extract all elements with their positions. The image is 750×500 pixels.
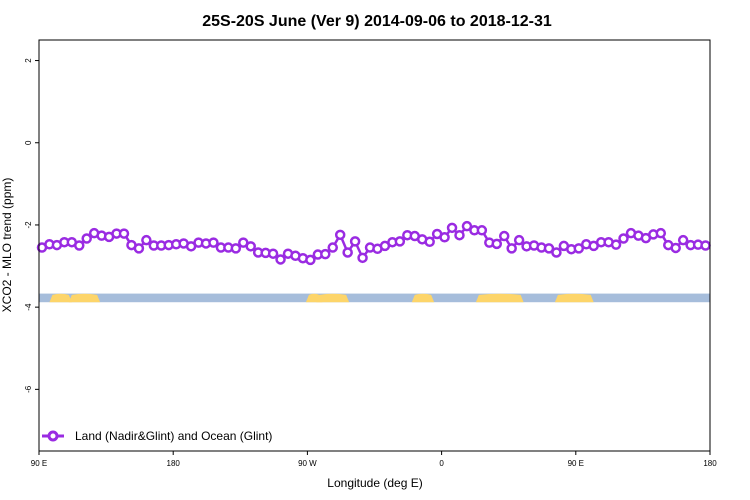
land-segment <box>49 293 72 303</box>
y-tick-label: -2 <box>24 221 33 229</box>
data-point <box>267 248 279 259</box>
plot-area <box>38 39 711 452</box>
y-tick-label: -4 <box>24 303 33 311</box>
data-point <box>670 242 681 254</box>
land-segment <box>68 293 101 303</box>
legend-marker <box>47 430 59 442</box>
x-tick-label: 0 <box>439 459 444 468</box>
data-point <box>334 229 346 241</box>
data-point <box>573 243 585 254</box>
data-point <box>498 230 510 242</box>
data-point <box>81 233 92 244</box>
data-point <box>610 239 622 250</box>
y-tick-label: 0 <box>24 140 33 145</box>
x-tick-label: 180 <box>703 459 717 468</box>
data-point <box>424 236 435 248</box>
x-tick-label: 90 E <box>568 459 584 468</box>
data-point <box>677 234 689 246</box>
land-segment <box>316 293 350 303</box>
data-point <box>543 243 555 254</box>
data-point <box>439 232 450 243</box>
legend-label: Land (Nadir&Glint) and Ocean (Glint) <box>75 429 272 443</box>
data-point <box>700 240 711 251</box>
data-point <box>275 254 286 265</box>
data-point <box>655 227 667 239</box>
series-group <box>36 220 711 266</box>
data-point <box>245 241 256 252</box>
data-point <box>357 252 368 264</box>
data-point <box>305 254 316 266</box>
data-point <box>208 237 219 248</box>
chart-title: 25S-20S June (Ver 9) 2014-09-06 to 2018-… <box>202 13 552 30</box>
x-tick-label: 90 W <box>298 459 317 468</box>
data-point <box>491 238 503 250</box>
data-point <box>141 234 152 246</box>
data-point <box>446 222 458 234</box>
legend: Land (Nadir&Glint) and Ocean (Glint) <box>42 429 272 443</box>
data-point <box>551 247 562 258</box>
data-point <box>618 233 629 244</box>
data-point <box>133 243 145 254</box>
x-tick-label: 90 E <box>31 459 47 468</box>
data-point <box>461 220 473 232</box>
x-tick-label: 180 <box>167 459 181 468</box>
y-axis: 2 0 -2 -4 -6 <box>24 58 39 393</box>
y-axis-label: XCO2 - MLO trend (ppm) <box>0 178 14 313</box>
ocean-band <box>39 293 710 303</box>
data-point <box>506 243 517 254</box>
y-tick-label: -6 <box>24 385 33 393</box>
data-point <box>74 240 85 251</box>
land-segment <box>554 293 594 303</box>
land-segment <box>475 293 524 303</box>
data-point <box>342 247 353 258</box>
data-point <box>327 242 338 253</box>
data-point <box>476 225 488 236</box>
x-axis: 90 E 180 90 W 0 90 E 180 <box>31 451 717 468</box>
land-segment <box>411 293 435 303</box>
y-tick-label: 2 <box>24 58 33 63</box>
data-point <box>394 236 406 247</box>
data-point <box>118 228 130 239</box>
data-point <box>513 234 525 246</box>
data-point <box>230 243 242 254</box>
data-point <box>320 248 331 260</box>
data-point <box>349 236 361 247</box>
x-axis-label: Longitude (deg E) <box>327 476 422 490</box>
data-point <box>454 229 465 241</box>
land-ocean-band <box>39 293 710 303</box>
